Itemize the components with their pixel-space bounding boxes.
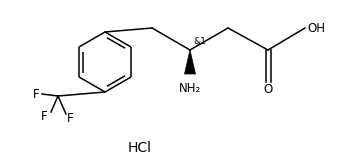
Text: F: F bbox=[41, 110, 47, 122]
Text: F: F bbox=[67, 112, 73, 124]
Text: O: O bbox=[264, 83, 273, 96]
Text: NH₂: NH₂ bbox=[179, 82, 201, 95]
Text: HCl: HCl bbox=[128, 141, 152, 155]
Text: &1: &1 bbox=[193, 37, 206, 47]
Text: F: F bbox=[33, 88, 39, 100]
Text: OH: OH bbox=[307, 22, 325, 34]
Polygon shape bbox=[184, 50, 195, 74]
